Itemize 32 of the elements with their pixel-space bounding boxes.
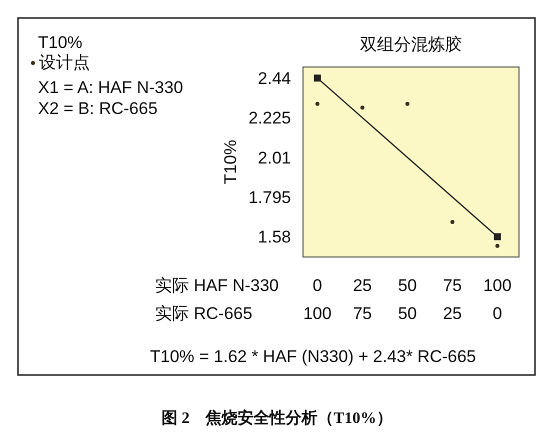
point	[315, 102, 320, 106]
x-tick-label: 75	[442, 276, 462, 295]
point	[405, 102, 410, 106]
chart-title: 双组分混炼胶	[360, 35, 462, 54]
y-tick-label: 1.58	[258, 228, 291, 247]
x-tick-label: 50	[398, 276, 417, 295]
x-tick-label: 25	[352, 276, 372, 295]
y-tick-label: 2.225	[248, 108, 291, 128]
legend-label: 设计点	[39, 53, 90, 72]
x-axis-title: 实际 HAF N-330	[155, 276, 279, 295]
point	[495, 244, 500, 248]
y-tick-label: 1.795	[248, 188, 291, 208]
x2-tick-label: 75	[352, 304, 372, 323]
x2-tick-label: 25	[442, 304, 462, 323]
point	[494, 233, 501, 240]
point	[450, 220, 454, 224]
point	[314, 74, 321, 82]
text: T10% = 1.62 * HAF (N330) + 2.43* RC-665	[150, 347, 476, 366]
x2-axis-title: 实际 RC-665	[155, 304, 252, 323]
caption: 图 2 焦烧安全性分析（T10%）	[162, 408, 392, 427]
y-axis-title: T10%	[221, 140, 240, 184]
x-tick-label: 0	[312, 276, 322, 295]
x2-tick-label: 50	[398, 304, 417, 323]
legend-title: T10%	[38, 33, 82, 52]
x2-tick-label: 0	[492, 304, 502, 323]
x-tick-label: 100	[483, 276, 512, 295]
text: X1 = A: HAF N-330	[38, 78, 184, 97]
x2-tick-label: 100	[303, 304, 332, 323]
y-tick-label: 2.44	[258, 69, 291, 88]
y-tick-label: 2.01	[258, 148, 291, 168]
text: X2 = B: RC-665	[38, 99, 158, 118]
point	[360, 106, 364, 110]
